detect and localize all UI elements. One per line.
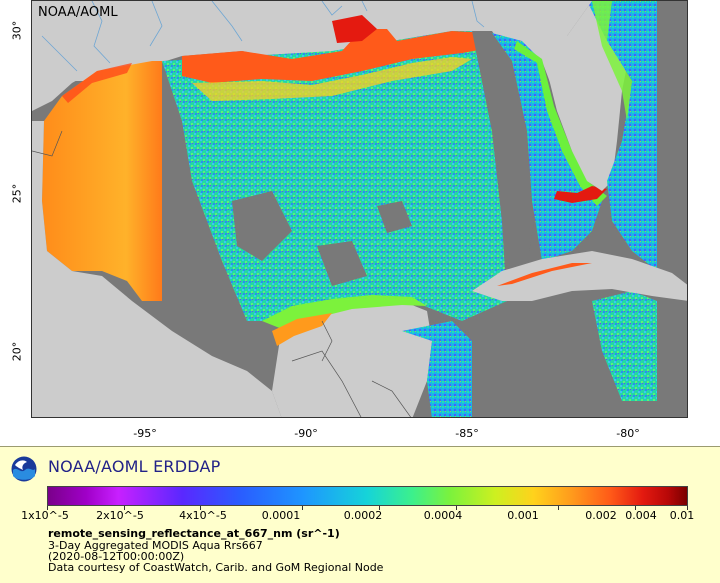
colorbar-label: 4x10^-5 xyxy=(179,509,227,522)
cloud-gap xyxy=(377,201,412,233)
map-credit-label: NOAA/AOML xyxy=(38,5,118,20)
us-gulf-coast-land xyxy=(32,1,592,111)
colorbar xyxy=(47,486,688,506)
variable-name: remote_sensing_reflectance_at_667_nm (sr… xyxy=(48,527,340,540)
rivers xyxy=(41,1,485,72)
colorbar-tick xyxy=(124,506,125,510)
cloud-gap xyxy=(317,241,367,286)
florida-coast-green xyxy=(514,41,607,206)
lat-label-25: 25° xyxy=(10,183,24,204)
western-gulf-swath xyxy=(42,61,162,301)
northern-coast-yellow xyxy=(192,57,472,101)
yucatan-channel-swath xyxy=(402,321,472,417)
mexico-mainland xyxy=(32,121,282,417)
colorbar-tick xyxy=(558,506,559,510)
colorbar-label: 0.0001 xyxy=(261,509,301,522)
colorbar-label: 0.01 xyxy=(669,509,695,522)
colorbar-label: 2x10^-5 xyxy=(96,509,144,522)
legend-panel: NOAA/AOML ERDDAP 1x10^-5 2x10^-5 4x10^-5… xyxy=(0,446,720,583)
florida-shelf-swath xyxy=(492,33,602,261)
atlantic-coast-green xyxy=(592,1,632,121)
gulf-of-mexico-map xyxy=(32,1,687,417)
colorbar-label: 1x10^-5 xyxy=(21,509,69,522)
northern-coast-band xyxy=(182,29,502,83)
dataset-title: 3-Day Aggregated MODIS Aqua Rrs667 xyxy=(48,539,263,552)
colorbar-label: 0.0002 xyxy=(343,509,383,522)
yucatan-coast-orange xyxy=(272,313,332,346)
colorbar-tick xyxy=(47,506,48,510)
lon-label-minus90: -90° xyxy=(294,427,318,440)
mississippi-delta-red xyxy=(332,15,377,43)
florida-keys-red xyxy=(554,186,607,203)
yucatan-peninsula xyxy=(272,301,432,417)
dataset-time: (2020-08-12T00:00:00Z) xyxy=(48,550,185,563)
colorbar-label: 0.002 xyxy=(585,509,617,522)
colorbar-label: 0.001 xyxy=(507,509,539,522)
atlantic-swath xyxy=(587,1,657,271)
cloud-gap xyxy=(232,191,292,261)
data-credit: Data courtesy of CoastWatch, Carib. and … xyxy=(48,561,384,574)
colorbar-label: 0.004 xyxy=(625,509,657,522)
colorbar-tick xyxy=(687,506,688,510)
borders xyxy=(32,130,412,417)
noaa-logo-icon xyxy=(11,456,37,482)
colorbar-label: 0.0004 xyxy=(423,509,463,522)
map-panel: NOAA/AOML xyxy=(31,0,688,418)
lon-label-minus95: -95° xyxy=(133,427,157,440)
cuba-island xyxy=(472,251,687,301)
colorbar-tick xyxy=(302,506,303,510)
cuba-north-coast xyxy=(497,263,592,286)
lon-label-minus85: -85° xyxy=(455,427,479,440)
legend-title: NOAA/AOML ERDDAP xyxy=(48,457,221,476)
lon-label-minus80: -80° xyxy=(616,427,640,440)
western-coast-red xyxy=(62,63,132,103)
colorbar-tick xyxy=(379,506,380,510)
central-gulf-swath xyxy=(162,31,507,341)
colorbar-tick xyxy=(635,506,636,510)
caribbean-swath xyxy=(592,291,657,401)
colorbar-tick xyxy=(200,506,201,510)
lat-label-30: 30° xyxy=(10,20,24,41)
colorbar-tick xyxy=(456,506,457,510)
lat-label-20: 20° xyxy=(10,341,24,362)
